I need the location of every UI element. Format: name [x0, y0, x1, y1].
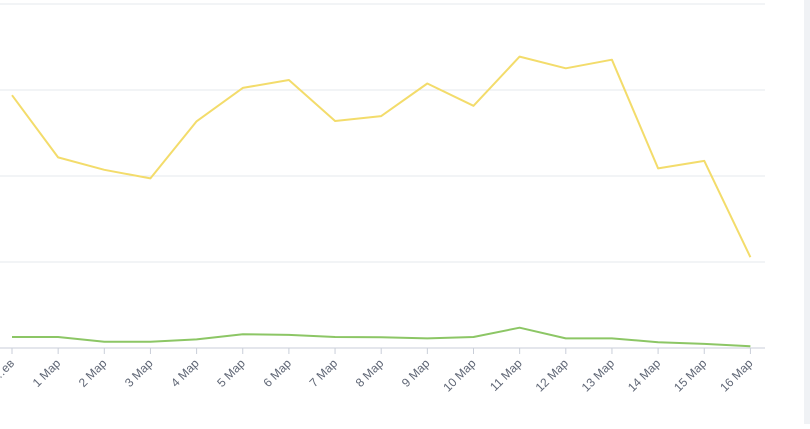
series-1-point-5[interactable]	[240, 332, 245, 337]
right-scroll-rail	[804, 0, 810, 424]
x-tick-label-14: 14 Мар	[625, 356, 664, 395]
x-tick-label-5: 5 Мар	[214, 356, 248, 390]
x-tick-label-15: 15 Мар	[671, 356, 710, 395]
series-1-point-11[interactable]	[517, 325, 522, 330]
series-1-point-12[interactable]	[563, 336, 568, 341]
x-tick-label-3: 3 Мар	[122, 356, 156, 390]
x-tick-label-9: 9 Мар	[399, 356, 433, 390]
series-0-point-2[interactable]	[102, 167, 107, 172]
series-1-point-0[interactable]	[10, 334, 15, 339]
series-1-point-6[interactable]	[286, 332, 291, 337]
x-tick-label-11: 11 Мар	[487, 356, 525, 394]
x-tick-label-2: 2 Мар	[76, 356, 110, 390]
series-1-point-2[interactable]	[102, 339, 107, 344]
series-1-point-4[interactable]	[194, 337, 199, 342]
series-0-point-4[interactable]	[194, 119, 199, 124]
x-tick-label-1: 1 Мар	[30, 356, 64, 390]
series-0-point-11[interactable]	[517, 54, 522, 59]
x-axis: …ев 1 Мар 2 Мар 3 Мар 4 Мар 5 Мар 6 Мар 7 Мар 8 …	[0, 348, 756, 395]
x-tick-label-4: 4 Мар	[168, 356, 202, 390]
series-1-point-8[interactable]	[379, 335, 384, 340]
series-0-point-15[interactable]	[702, 158, 707, 163]
series-0-point-3[interactable]	[148, 176, 153, 181]
series-0-point-1[interactable]	[56, 155, 61, 160]
series-line-1	[12, 326, 751, 348]
x-tick-label-13: 13 Мар	[579, 356, 618, 395]
x-tick-label-12: 12 Мар	[533, 356, 572, 395]
series-layer	[10, 54, 753, 348]
series-1-point-10[interactable]	[471, 334, 476, 339]
x-tick-label-0: …ев	[0, 356, 17, 384]
series-0-point-6[interactable]	[286, 78, 291, 83]
x-tick-label-10: 10 Мар	[440, 356, 479, 395]
series-0-point-9[interactable]	[425, 81, 430, 86]
series-1-point-3[interactable]	[148, 339, 153, 344]
series-0-point-5[interactable]	[240, 85, 245, 90]
series-1-point-14[interactable]	[656, 340, 661, 345]
series-1-point-7[interactable]	[333, 334, 338, 339]
x-tick-label-7: 7 Мар	[307, 356, 341, 390]
series-1-point-13[interactable]	[609, 336, 614, 341]
series-0-point-10[interactable]	[471, 103, 476, 108]
series-line-0	[11, 55, 752, 258]
x-tick-label-16: 16 Мар	[717, 356, 756, 395]
series-1-point-1[interactable]	[56, 334, 61, 339]
grid	[0, 3, 765, 349]
series-0-point-8[interactable]	[379, 114, 384, 119]
series-0-point-16[interactable]	[748, 255, 753, 260]
series-0-point-0[interactable]	[10, 93, 15, 98]
x-tick-label-8: 8 Мар	[353, 356, 387, 390]
x-tick-label-6: 6 Мар	[260, 356, 294, 390]
series-1-point-9[interactable]	[425, 336, 430, 341]
series-0-point-14[interactable]	[656, 166, 661, 171]
series-0-point-13[interactable]	[609, 57, 614, 62]
series-0-point-12[interactable]	[563, 66, 568, 71]
series-1-point-15[interactable]	[702, 341, 707, 346]
series-0-point-7[interactable]	[333, 118, 338, 123]
